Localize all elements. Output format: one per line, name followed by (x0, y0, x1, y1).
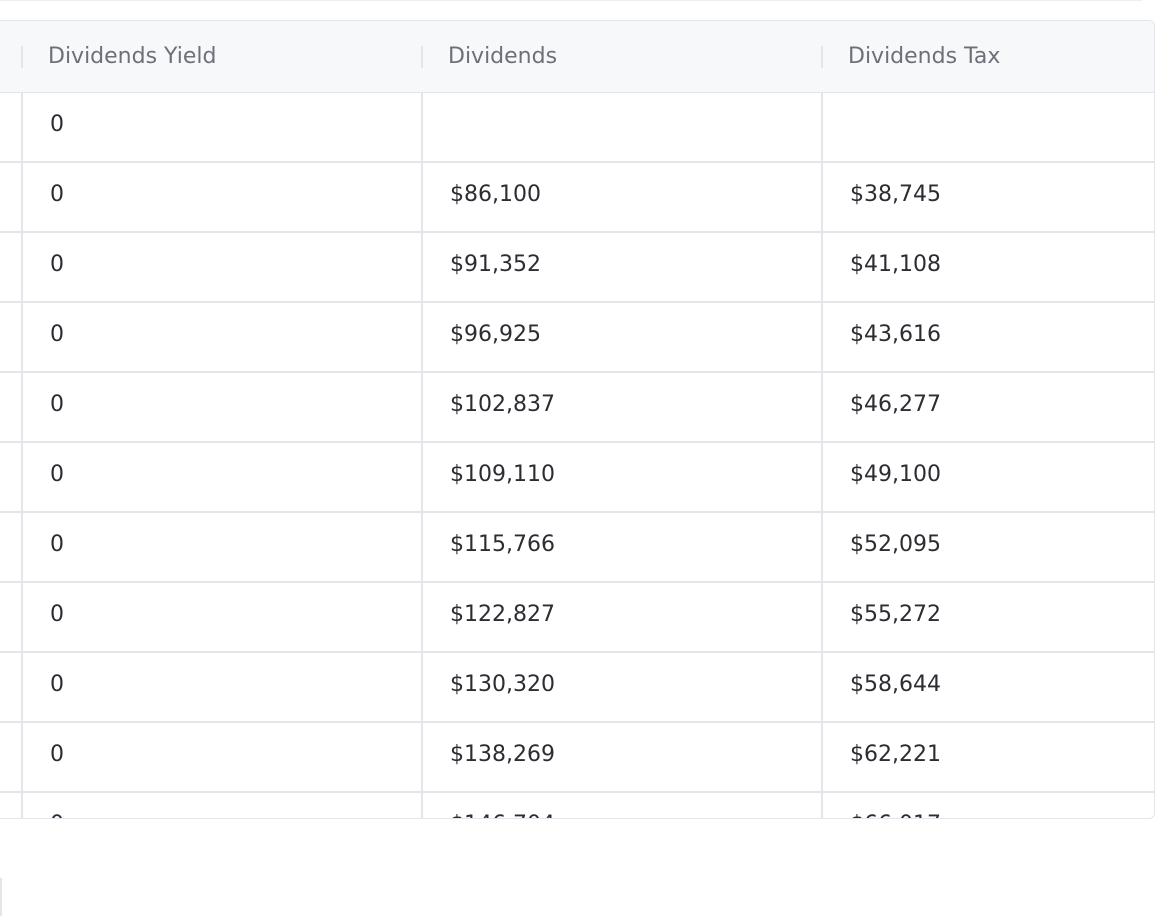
cell-dividends[interactable]: $122,827 (421, 583, 821, 651)
table-row[interactable]: 0 $96,925 $43,616 (0, 303, 1154, 373)
cell-dividends-tax[interactable]: $58,644 (821, 653, 1154, 721)
cell-dividends-tax[interactable]: $62,221 (821, 723, 1154, 791)
cell-dividends[interactable]: $91,352 (421, 233, 821, 301)
cell-dividends[interactable]: $102,837 (421, 373, 821, 441)
cell-dividends-yield[interactable]: 0 (21, 583, 421, 651)
table-row[interactable]: 0 $109,110 $49,100 (0, 443, 1154, 513)
column-header-dividends-yield[interactable]: Dividends Yield (21, 21, 421, 92)
cell-dividends-tax[interactable]: $46,277 (821, 373, 1154, 441)
table-header: Dividends Yield Dividends Dividends Tax (0, 21, 1154, 93)
cell-dividends-tax[interactable]: $66,017 (821, 793, 1154, 818)
table-row[interactable]: 0 $122,827 $55,272 (0, 583, 1154, 653)
cell-dividends-yield[interactable]: 0 (21, 793, 421, 818)
cell-dividends-tax[interactable]: $55,272 (821, 583, 1154, 651)
cell-dividends-yield[interactable]: 0 (21, 93, 421, 161)
table-row[interactable]: 0 $102,837 $46,277 (0, 373, 1154, 443)
table-row[interactable]: 0 (0, 93, 1154, 163)
table-row[interactable]: 0 $86,100 $38,745 (0, 163, 1154, 233)
cell-dividends-yield[interactable]: 0 (21, 303, 421, 371)
cell-dividends-yield[interactable]: 0 (21, 653, 421, 721)
cell-dividends-tax[interactable]: $38,745 (821, 163, 1154, 231)
table-row[interactable]: 0 $115,766 $52,095 (0, 513, 1154, 583)
cell-dividends[interactable]: $146,704 (421, 793, 821, 818)
cell-dividends-yield[interactable]: 0 (21, 513, 421, 581)
cell-dividends[interactable]: $86,100 (421, 163, 821, 231)
cell-dividends-yield[interactable]: 0 (21, 233, 421, 301)
cell-dividends-yield[interactable]: 0 (21, 723, 421, 791)
column-header-dividends[interactable]: Dividends (421, 21, 821, 92)
cell-dividends-yield[interactable]: 0 (21, 443, 421, 511)
cell-dividends-yield[interactable]: 0 (21, 373, 421, 441)
cell-dividends-tax[interactable]: $43,616 (821, 303, 1154, 371)
cell-dividends-tax[interactable]: $41,108 (821, 233, 1154, 301)
table-row[interactable]: 0 $91,352 $41,108 (0, 233, 1154, 303)
cell-dividends-tax[interactable]: $52,095 (821, 513, 1154, 581)
cell-dividends[interactable]: $96,925 (421, 303, 821, 371)
table-row[interactable]: 0 $146,704 $66,017 (0, 793, 1154, 818)
cell-dividends-yield[interactable]: 0 (21, 163, 421, 231)
cell-dividends[interactable]: $138,269 (421, 723, 821, 791)
cell-dividends[interactable]: $109,110 (421, 443, 821, 511)
bottom-edge-marker (0, 878, 2, 916)
data-table: Dividends Yield Dividends Dividends Tax … (0, 20, 1155, 819)
cell-dividends-tax[interactable] (821, 93, 1154, 161)
table-row[interactable]: 0 $138,269 $62,221 (0, 723, 1154, 793)
cell-dividends[interactable] (421, 93, 821, 161)
column-header-dividends-tax[interactable]: Dividends Tax (821, 21, 1154, 92)
cell-dividends[interactable]: $115,766 (421, 513, 821, 581)
table-row[interactable]: 0 $130,320 $58,644 (0, 653, 1154, 723)
cell-dividends[interactable]: $130,320 (421, 653, 821, 721)
cell-dividends-tax[interactable]: $49,100 (821, 443, 1154, 511)
top-edge-divider (0, 0, 1142, 1)
